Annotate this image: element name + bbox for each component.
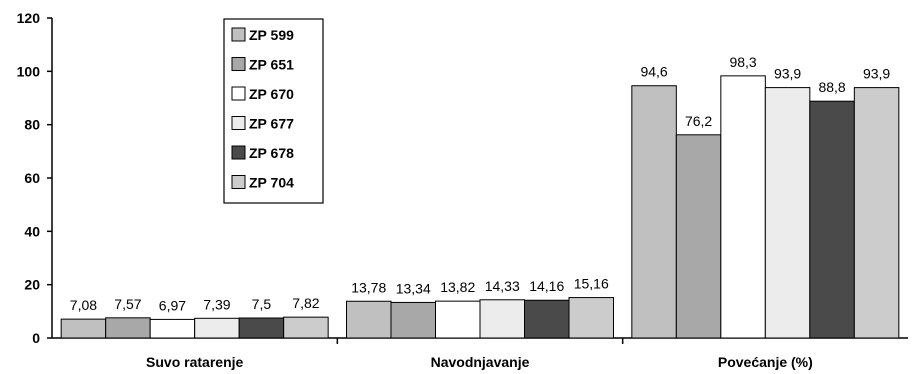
bar — [149, 318, 196, 339]
data-label: 13,82 — [440, 279, 475, 295]
y-tick-label: 80 — [24, 117, 40, 133]
bar — [524, 299, 570, 339]
legend-label: ZP 651 — [249, 57, 294, 73]
legend-label: ZP 670 — [249, 86, 294, 102]
legend-swatch — [231, 145, 246, 160]
data-label: 94,6 — [640, 64, 667, 80]
y-tick-label: 60 — [24, 170, 40, 186]
legend-swatch — [231, 116, 246, 130]
bar — [346, 300, 392, 339]
category-label: Suvo ratarenje — [146, 354, 243, 370]
bar — [853, 87, 900, 339]
data-label: 15,16 — [574, 276, 609, 292]
data-label: 98,3 — [729, 54, 756, 70]
legend-swatch — [231, 57, 246, 71]
bar — [675, 134, 722, 339]
bar — [720, 75, 766, 339]
data-labels: 7,08 13,78 94,6 7,57 13,34 76,2 6,97 13,82 98,3 7… — [70, 54, 891, 314]
bar — [568, 297, 614, 339]
data-label: 14,16 — [529, 278, 564, 294]
data-label: 93,9 — [863, 66, 890, 82]
bar — [764, 87, 811, 339]
bars — [60, 75, 900, 339]
legend-swatch — [231, 86, 246, 101]
data-label: 13,34 — [396, 280, 431, 296]
data-label: 93,9 — [774, 66, 801, 82]
data-label: 88,8 — [818, 79, 845, 95]
data-label: 76,2 — [685, 113, 712, 129]
data-label: 7,82 — [292, 295, 319, 311]
bar — [435, 300, 481, 339]
y-tick-label: 120 — [17, 10, 41, 26]
y-tick-label: 0 — [32, 330, 40, 346]
bar — [194, 317, 240, 339]
bar — [809, 100, 855, 339]
legend-swatch — [231, 27, 246, 42]
legend: ZP 599 ZP 651 ZP 670 ZP 677 ZP 678 ZP 704 — [223, 18, 324, 204]
y-tick-label: 100 — [17, 63, 41, 79]
bar — [390, 301, 436, 339]
legend-label: ZP 599 — [249, 27, 294, 43]
category-label: Povećanje (%) — [718, 354, 813, 370]
legend-label: ZP 704 — [249, 175, 294, 191]
bar — [238, 317, 285, 339]
bar — [479, 299, 525, 339]
legend-label: ZP 678 — [249, 145, 294, 161]
bar — [105, 317, 151, 339]
legend-swatch — [231, 175, 246, 189]
data-label: 7,5 — [252, 296, 272, 312]
legend-box — [223, 18, 324, 204]
data-label: 14,33 — [485, 278, 520, 294]
data-label: 7,08 — [70, 297, 97, 313]
bar — [631, 85, 677, 339]
data-label: 7,57 — [114, 296, 141, 312]
axes: 0 20 40 60 80 100 120 Suvo ratarenje Navodnjavan… — [17, 10, 908, 370]
bar — [283, 316, 329, 339]
data-label: 7,39 — [203, 296, 230, 312]
legend-label: ZP 677 — [249, 116, 294, 132]
bar — [60, 318, 107, 339]
data-label: 6,97 — [159, 297, 186, 313]
y-tick-label: 40 — [24, 223, 40, 239]
category-label: Navodnjavanje — [431, 354, 530, 370]
data-label: 13,78 — [351, 279, 386, 295]
y-tick-label: 20 — [24, 277, 40, 293]
